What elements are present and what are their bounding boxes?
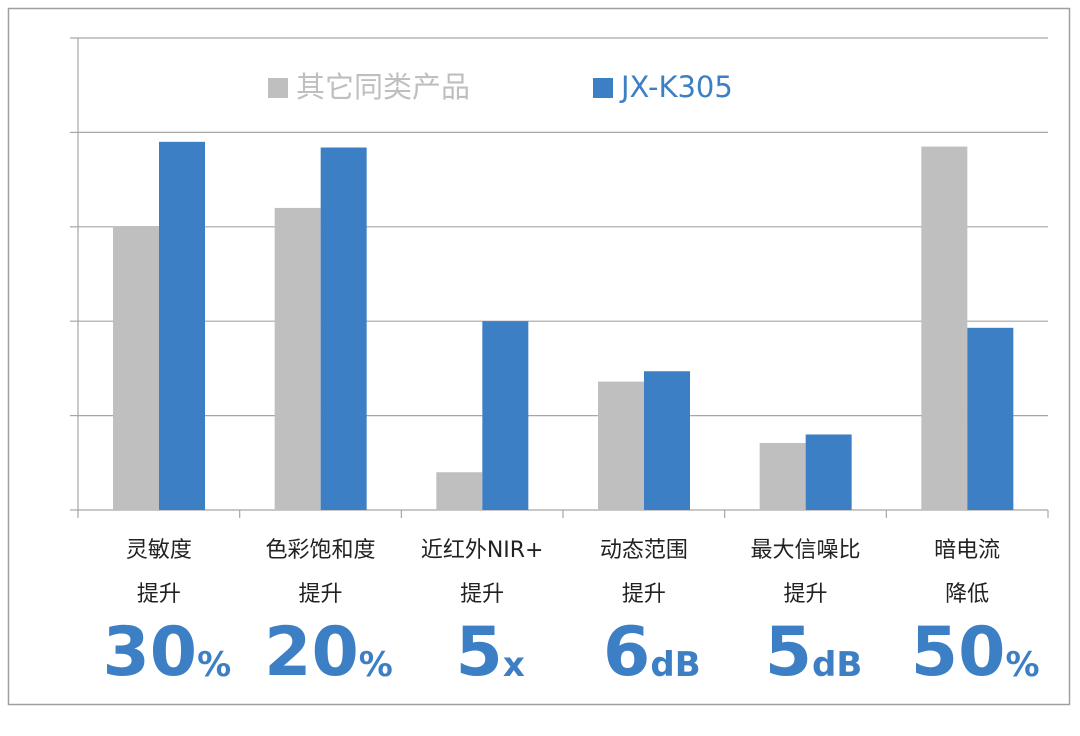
x-tick-label: 提升 [137,582,181,607]
highlight-unit: x [503,645,525,685]
x-tick-label: 动态范围 [600,538,688,563]
legend-label: JX-K305 [619,70,733,104]
x-tick-label: 提升 [783,582,827,607]
bar [759,442,806,510]
highlight-number: 6 [603,613,650,692]
x-tick-label: 灵敏度 [126,538,192,563]
bar [805,434,852,510]
highlight-unit: dB [650,645,700,685]
legend-label: 其它同类产品 [296,70,470,104]
highlight: 5dB [765,613,863,692]
highlight-unit: dB [812,645,862,685]
bar [159,141,205,510]
bar [967,327,1014,510]
legend-swatch [268,78,288,98]
x-tick-label: 提升 [460,582,504,607]
highlight-number: 30 [102,613,197,692]
highlight: 20% [264,613,393,692]
bar [644,371,690,510]
x-tick-label: 最大信噪比 [750,538,860,563]
highlight-number: 50 [911,613,1006,692]
highlight-unit: % [1005,645,1039,685]
x-tick-label: 近红外NIR+ [421,538,544,563]
bar [113,226,159,511]
bar [436,472,483,510]
bar [274,207,321,511]
highlight: 6dB [603,613,701,692]
bar [598,381,644,510]
bar [482,321,529,510]
highlight-unit: % [197,645,231,685]
highlight-number: 5 [765,613,812,692]
highlight: 50% [911,613,1040,692]
highlight-unit: % [359,645,393,685]
highlight: 30% [102,613,231,692]
highlight: 5x [456,613,525,692]
x-tick-label: 提升 [298,582,342,607]
x-tick-label: 降低 [945,582,989,607]
x-tick-label: 色彩饱和度 [265,538,375,563]
highlight-number: 20 [264,613,359,692]
bar [320,147,367,510]
x-tick-label: 暗电流 [934,538,1000,563]
highlight-number: 5 [456,613,503,692]
legend-swatch [593,78,613,98]
x-tick-label: 提升 [622,582,666,607]
bar [921,146,968,510]
